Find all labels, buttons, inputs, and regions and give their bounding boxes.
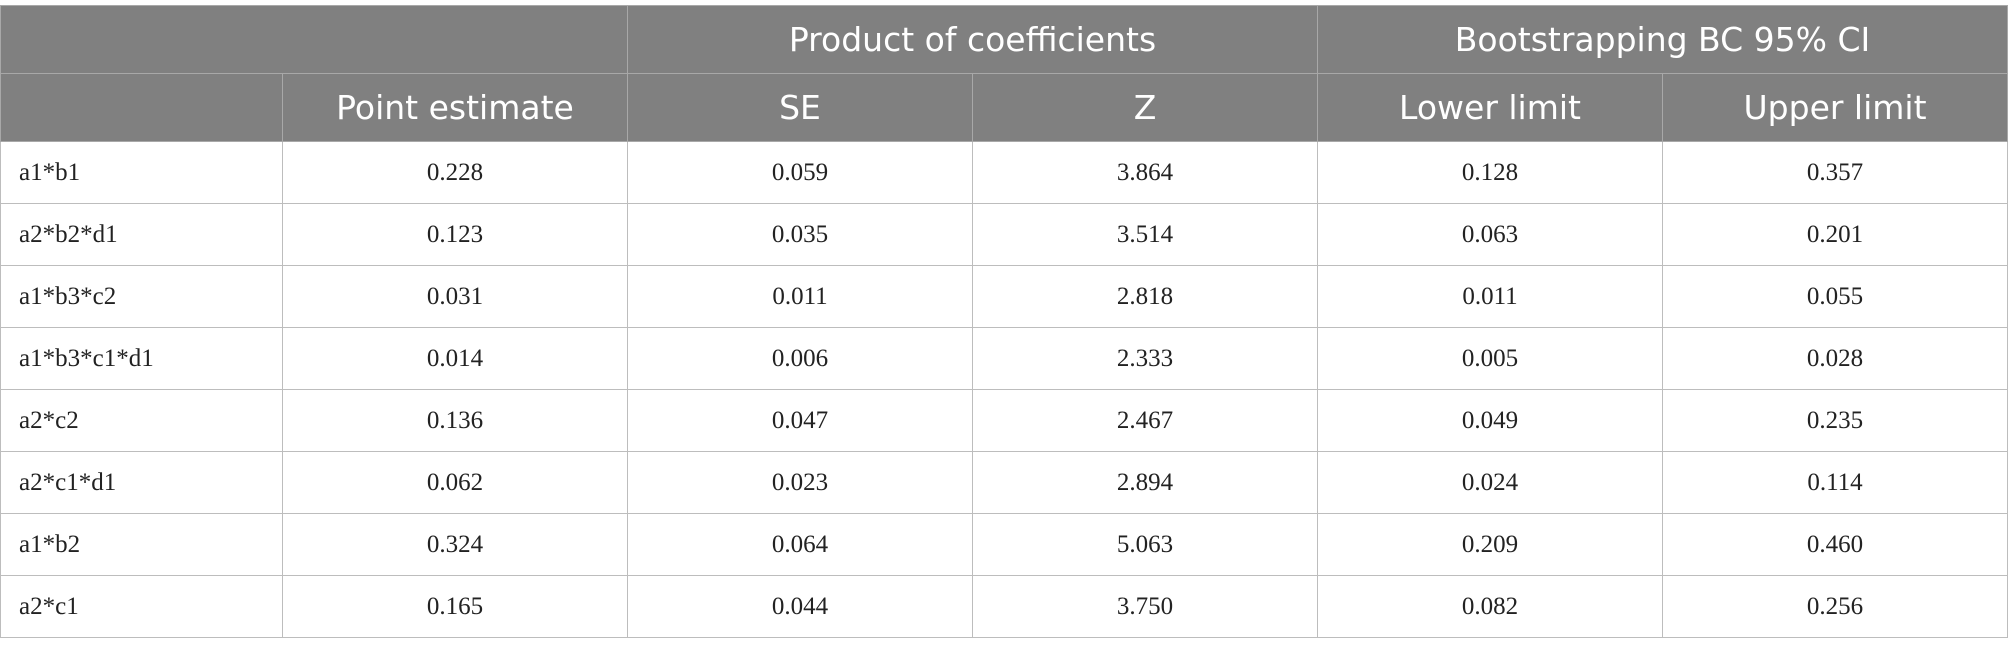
- cell: 0.228: [282, 141, 628, 204]
- row-label: a1*b2: [0, 513, 283, 576]
- table-row: a1*b1 0.228 0.059 3.864 0.128 0.357: [0, 141, 2008, 204]
- column-header-row: Point estimate SE Z Lower limit Upper limit: [0, 73, 2008, 142]
- column-header: Lower limit: [1317, 73, 1664, 142]
- cell: 0.031: [282, 265, 628, 328]
- cell: 3.514: [971, 203, 1319, 266]
- row-label: a1*b3*c1*d1: [0, 327, 283, 390]
- table-row: a1*b3*c2 0.031 0.011 2.818 0.011 0.055: [0, 265, 2008, 328]
- results-table: Product of coefficients Bootstrapping BC…: [0, 5, 2008, 638]
- cell: 0.324: [282, 513, 628, 576]
- header-cell: [0, 73, 283, 142]
- cell: 0.256: [1662, 575, 2008, 638]
- cell: 5.063: [971, 513, 1319, 576]
- table-row: a2*b2*d1 0.123 0.035 3.514 0.063 0.201: [0, 203, 2008, 266]
- cell: 0.063: [1317, 203, 1664, 266]
- cell: 0.044: [627, 575, 973, 638]
- group-header: Bootstrapping BC 95% CI: [1317, 5, 2008, 74]
- column-header: SE: [627, 73, 973, 142]
- cell: 0.035: [627, 203, 973, 266]
- row-label: a2*c2: [0, 389, 283, 452]
- row-label: a2*b2*d1: [0, 203, 283, 266]
- table-row: a1*b2 0.324 0.064 5.063 0.209 0.460: [0, 513, 2008, 576]
- cell: 0.024: [1317, 451, 1664, 514]
- cell: 0.082: [1317, 575, 1664, 638]
- cell: 0.006: [627, 327, 973, 390]
- cell: 0.128: [1317, 141, 1664, 204]
- cell: 2.894: [971, 451, 1319, 514]
- cell: 0.059: [627, 141, 973, 204]
- row-label: a2*c1: [0, 575, 283, 638]
- cell: 0.064: [627, 513, 973, 576]
- row-label: a2*c1*d1: [0, 451, 283, 514]
- table-row: a1*b3*c1*d1 0.014 0.006 2.333 0.005 0.028: [0, 327, 2008, 390]
- group-header: Product of coefficients: [626, 5, 1319, 74]
- table-body: a1*b1 0.228 0.059 3.864 0.128 0.357 a2*b2*d1 0.…: [0, 141, 2008, 638]
- cell: 0.123: [282, 203, 628, 266]
- group-header-row: Product of coefficients Bootstrapping BC…: [0, 5, 2008, 74]
- cell: 2.333: [971, 327, 1319, 390]
- column-header: Z: [971, 73, 1319, 142]
- cell: 0.201: [1662, 203, 2008, 266]
- column-header: Point estimate: [282, 73, 628, 142]
- cell: 0.011: [1317, 265, 1664, 328]
- cell: 3.864: [971, 141, 1319, 204]
- cell: 0.005: [1317, 327, 1664, 390]
- cell: 0.460: [1662, 513, 2008, 576]
- page: Product of coefficients Bootstrapping BC…: [0, 5, 2008, 659]
- cell: 0.235: [1662, 389, 2008, 452]
- cell: 0.114: [1662, 451, 2008, 514]
- table-row: a2*c1 0.165 0.044 3.750 0.082 0.256: [0, 575, 2008, 638]
- cell: 0.357: [1662, 141, 2008, 204]
- cell: 0.023: [627, 451, 973, 514]
- cell: 0.165: [282, 575, 628, 638]
- cell: 0.011: [627, 265, 973, 328]
- table-row: a2*c1*d1 0.062 0.023 2.894 0.024 0.114: [0, 451, 2008, 514]
- column-header: Upper limit: [1662, 73, 2008, 142]
- cell: 0.209: [1317, 513, 1664, 576]
- cell: 0.028: [1662, 327, 2008, 390]
- cell: 0.062: [282, 451, 628, 514]
- cell: 2.467: [971, 389, 1319, 452]
- cell: 0.047: [627, 389, 973, 452]
- row-label: a1*b3*c2: [0, 265, 283, 328]
- table-row: a2*c2 0.136 0.047 2.467 0.049 0.235: [0, 389, 2008, 452]
- cell: 3.750: [971, 575, 1319, 638]
- cell: 2.818: [971, 265, 1319, 328]
- row-label: a1*b1: [0, 141, 283, 204]
- header-cell: [0, 5, 628, 74]
- cell: 0.055: [1662, 265, 2008, 328]
- cell: 0.049: [1317, 389, 1664, 452]
- cell: 0.014: [282, 327, 628, 390]
- cell: 0.136: [282, 389, 628, 452]
